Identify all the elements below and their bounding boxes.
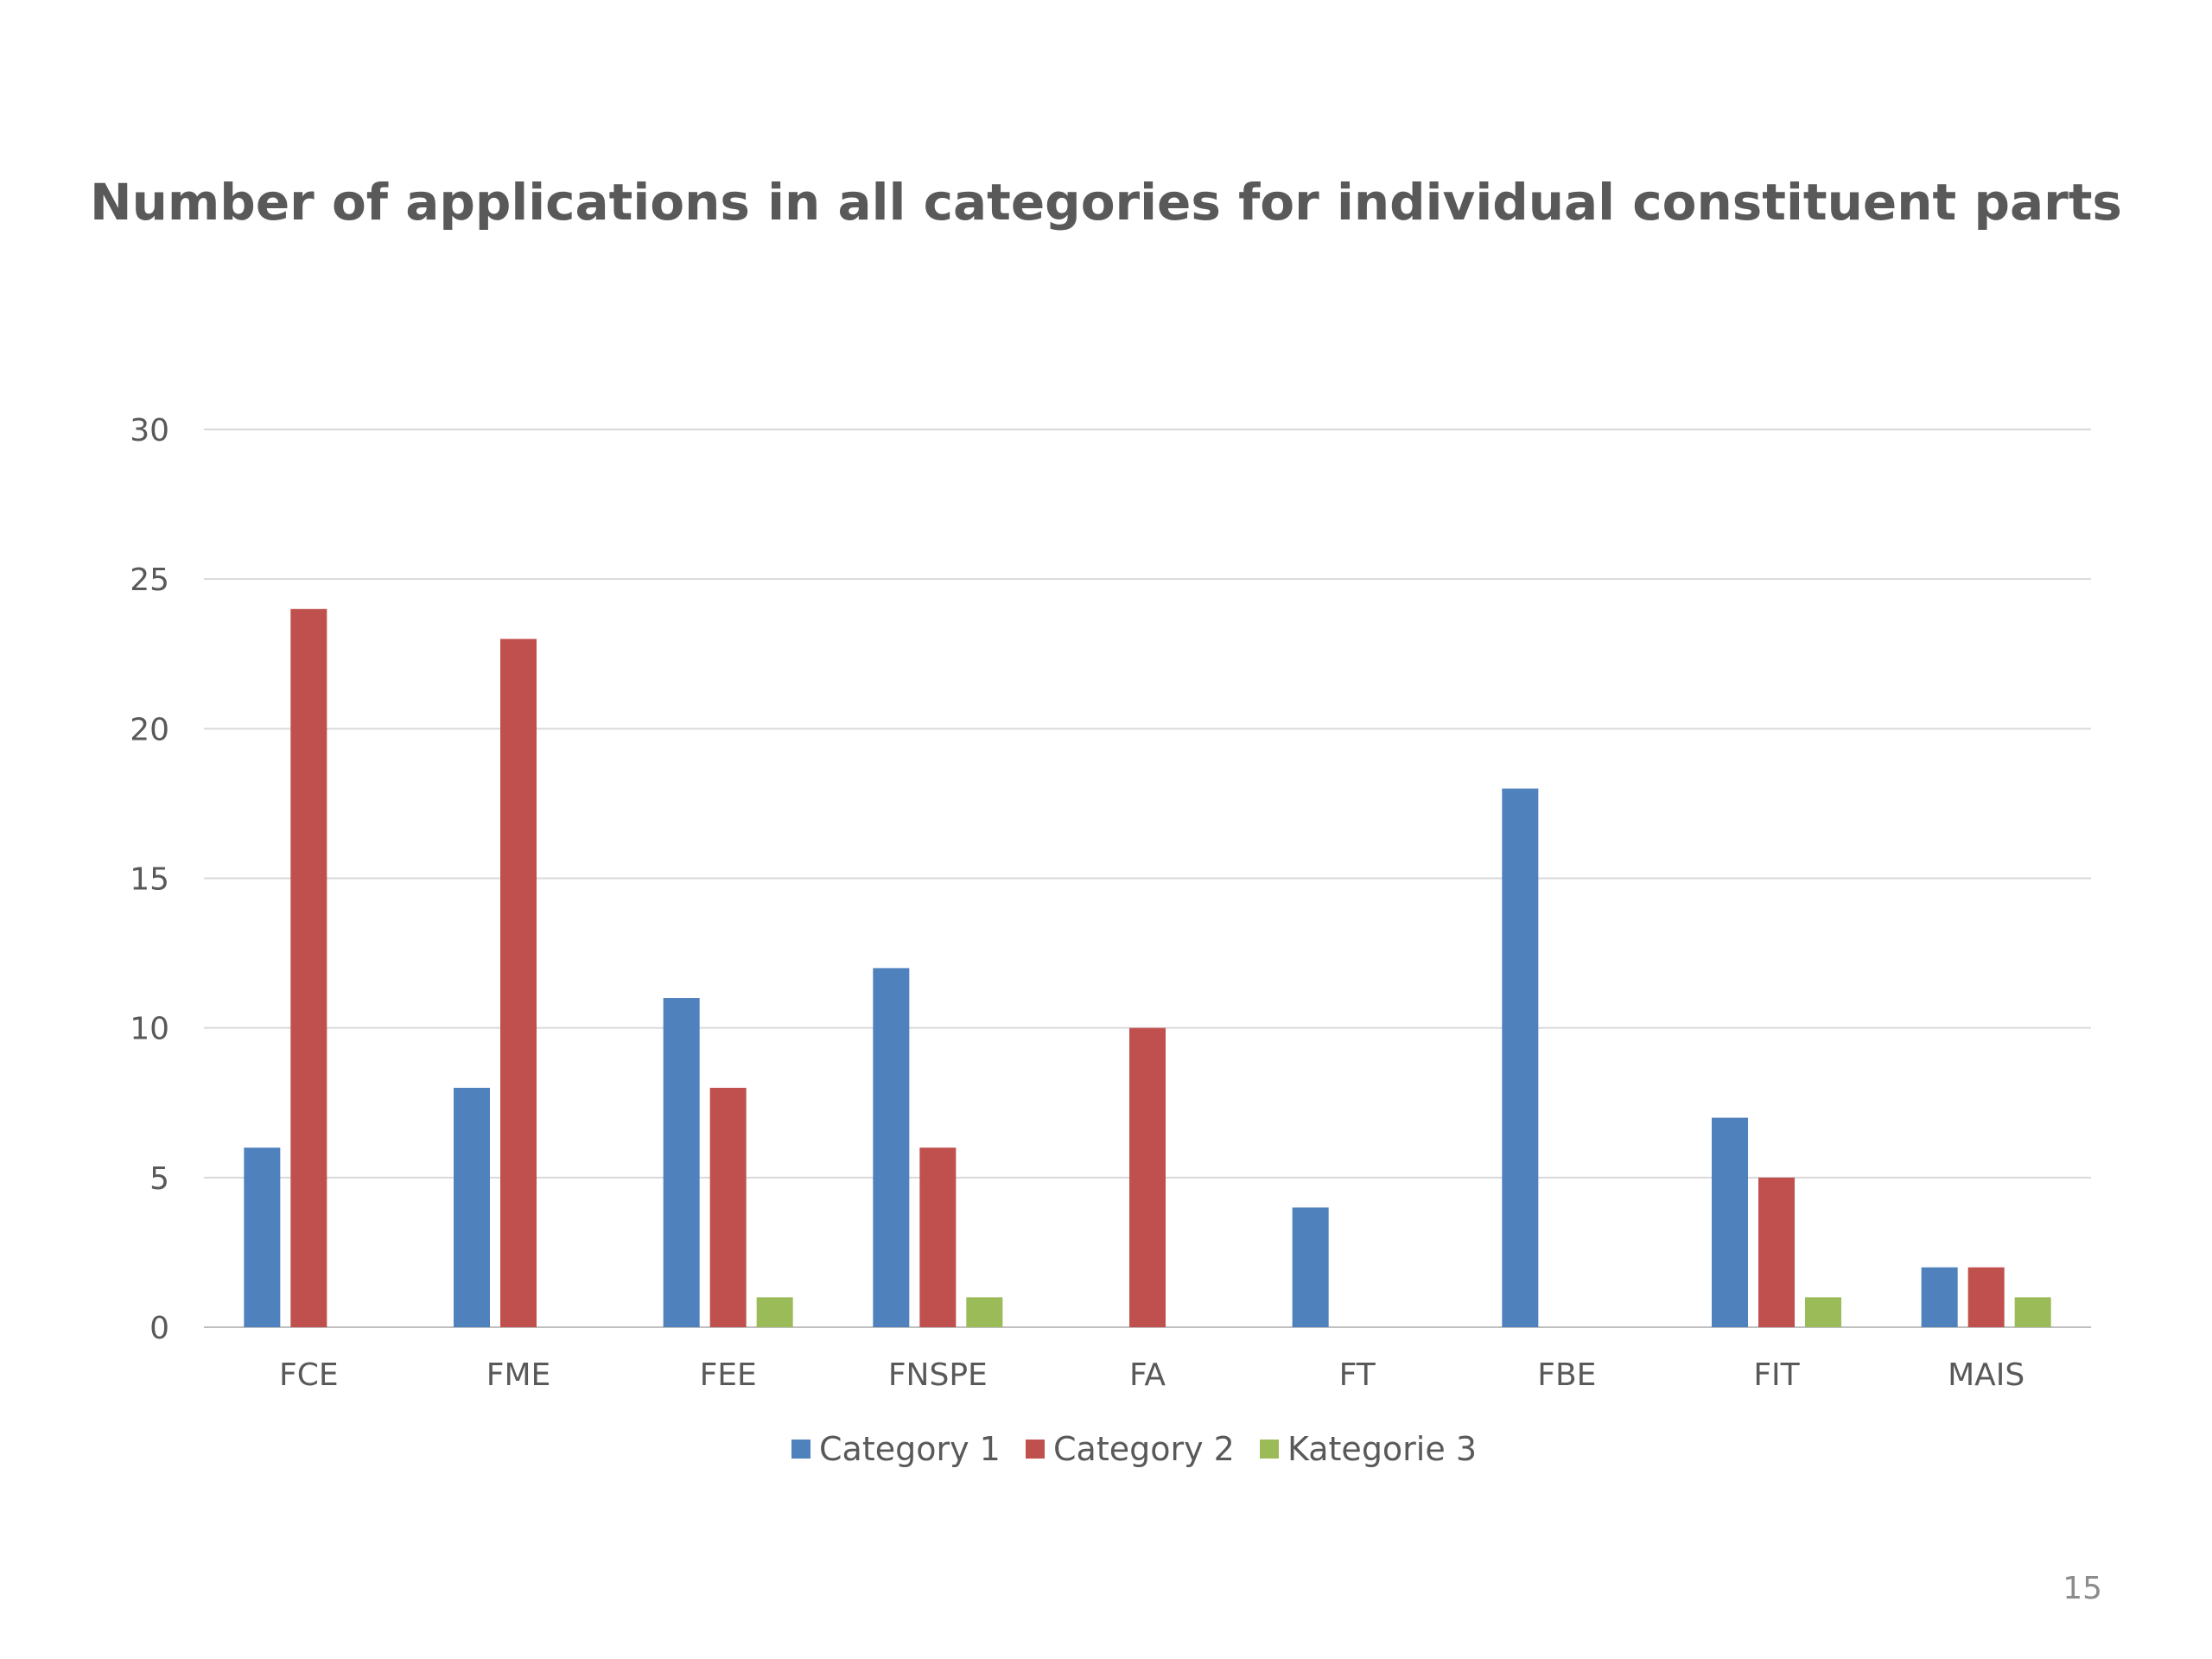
x-tick-label: FBE [1537, 1357, 1596, 1393]
y-tick-label: 5 [149, 1161, 169, 1197]
y-tick-label: 25 [130, 563, 169, 598]
legend-swatch [1026, 1440, 1045, 1459]
x-tick-label: FIT [1753, 1357, 1800, 1393]
bar-mais-series-1 [1921, 1267, 1958, 1327]
x-tick-label: FNSPE [888, 1357, 988, 1393]
legend-swatch [791, 1440, 810, 1459]
y-tick-label: 10 [130, 1012, 169, 1047]
bar-fee-series-1 [663, 998, 700, 1327]
x-tick-label: MAIS [1948, 1357, 2024, 1393]
legend-swatch [1260, 1440, 1279, 1459]
y-tick-label: 20 [130, 712, 169, 747]
bar-fce-series-1 [244, 1147, 281, 1327]
legend: Category 1 Category 2 Kategorie 3 [791, 1430, 1477, 1468]
y-axis-tick-labels: 0 5 10 15 20 25 30 [130, 413, 169, 1346]
bar-mais-series-2 [1967, 1267, 2005, 1327]
x-tick-label: FME [486, 1357, 551, 1393]
legend-label: Category 2 [1053, 1430, 1235, 1468]
legend-label: Category 1 [819, 1430, 1001, 1468]
y-tick-label: 0 [149, 1311, 169, 1346]
x-tick-label: FEE [700, 1357, 757, 1393]
bar-fnspe-series-1 [873, 968, 910, 1327]
bars [244, 608, 2051, 1327]
legend-label: Kategorie 3 [1287, 1430, 1477, 1468]
page-number: 15 [2063, 1571, 2102, 1606]
bar-fme-series-1 [454, 1087, 490, 1327]
bar-fit-series-3 [1805, 1297, 1841, 1327]
bar-fa-series-2 [1129, 1027, 1166, 1327]
bar-mais-series-3 [2014, 1297, 2051, 1327]
bar-fee-series-3 [756, 1297, 793, 1327]
x-tick-label: FA [1129, 1357, 1166, 1393]
bar-fce-series-2 [290, 608, 327, 1327]
bar-fnspe-series-3 [966, 1297, 1003, 1327]
y-tick-label: 15 [130, 862, 169, 898]
x-tick-label: FT [1339, 1357, 1376, 1393]
chart-title: Number of applications in all categories… [90, 173, 2122, 232]
y-tick-label: 30 [130, 413, 169, 448]
bar-fnspe-series-2 [919, 1147, 957, 1327]
bar-fit-series-2 [1758, 1177, 1795, 1327]
bar-ft-series-1 [1292, 1207, 1329, 1327]
bar-fit-series-1 [1712, 1117, 1748, 1327]
x-axis-tick-labels: FCE FME FEE FNSPE FA FT FBE FIT MAIS [279, 1357, 2024, 1393]
bar-fme-series-2 [500, 639, 537, 1327]
bar-fbe-series-1 [1502, 788, 1539, 1327]
bar-fee-series-2 [709, 1087, 747, 1327]
x-tick-label: FCE [279, 1357, 339, 1393]
